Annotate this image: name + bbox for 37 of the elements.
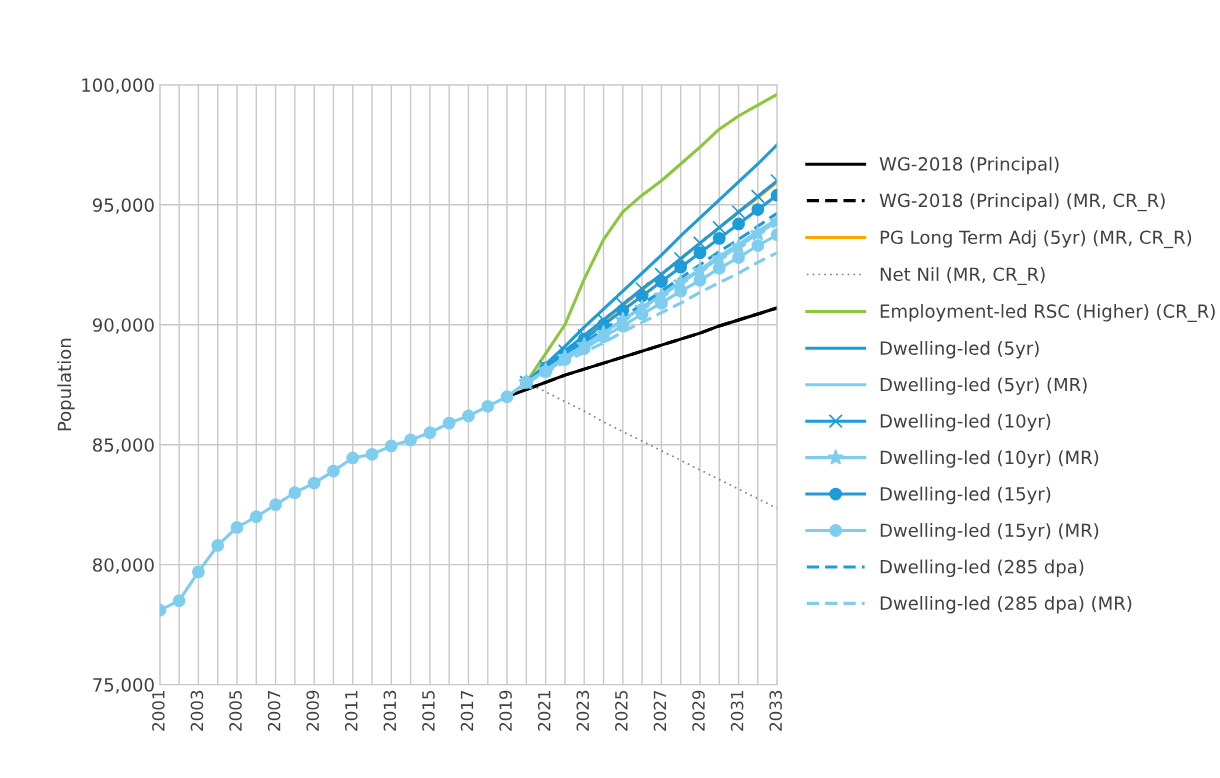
legend-label: WG-2018 (Principal) (MR, CR_R) xyxy=(879,193,1165,212)
legend-label: Dwelling-led (15yr) (MR) xyxy=(880,523,1099,541)
x-tick-label: 2031 xyxy=(730,691,744,731)
legend-label: Dwelling-led (5yr) xyxy=(880,340,1039,359)
legend-label: Net Nil (MR, CR_R) xyxy=(880,267,1045,286)
legend-label: Dwelling-led (285 dpa) xyxy=(880,559,1084,578)
x-tick-label: 2019 xyxy=(499,690,512,731)
x-tick-label: 2033 xyxy=(769,690,782,731)
legend-label: Employment-led RSC (Higher) (CR_R) xyxy=(880,304,1215,322)
legend-label: Dwelling-led (10yr) xyxy=(880,413,1051,432)
x-tick-label: 2001 xyxy=(152,691,165,731)
legend-label: Dwelling-led (5yr) (MR) xyxy=(880,377,1087,395)
y-tick-label: 95,000 xyxy=(92,198,154,214)
legend-label: WG-2018 (Principal) xyxy=(879,156,1059,175)
x-tick-label: 2025 xyxy=(615,690,628,731)
legend-label: PG Long Term Adj (5yr) (MR, CR_R) xyxy=(880,230,1192,249)
x-tick-label: 2003 xyxy=(190,690,204,731)
y-tick-label: 100,000 xyxy=(82,78,154,94)
x-tick-label: 2015 xyxy=(422,690,435,731)
y-tick-label: 75,000 xyxy=(93,678,154,694)
legend-label: Dwelling-led (285 dpa) (MR) xyxy=(880,595,1132,614)
x-tick-label: 2029 xyxy=(692,690,705,731)
x-tick-label: 2023 xyxy=(576,690,590,731)
x-tick-label: 2007 xyxy=(267,690,281,731)
x-tick-label: 2009 xyxy=(306,690,319,731)
legend-label: Dwelling-led (10yr) (MR) xyxy=(880,450,1099,468)
y-tick-label: 90,000 xyxy=(92,318,154,334)
x-tick-label: 2027 xyxy=(653,690,667,731)
x-tick-label: 2021 xyxy=(537,691,551,731)
legend-label: Dwelling-led (15yr) xyxy=(880,486,1051,505)
y-tick-label: 80,000 xyxy=(93,558,154,574)
x-tick-label: 2005 xyxy=(229,690,242,731)
x-tick-label: 2017 xyxy=(460,690,474,731)
x-tick-label: 2011 xyxy=(344,691,358,731)
x-tick-label: 2013 xyxy=(383,690,397,731)
y-tick-label: 85,000 xyxy=(93,438,154,454)
y-axis-title: Population xyxy=(57,338,75,431)
